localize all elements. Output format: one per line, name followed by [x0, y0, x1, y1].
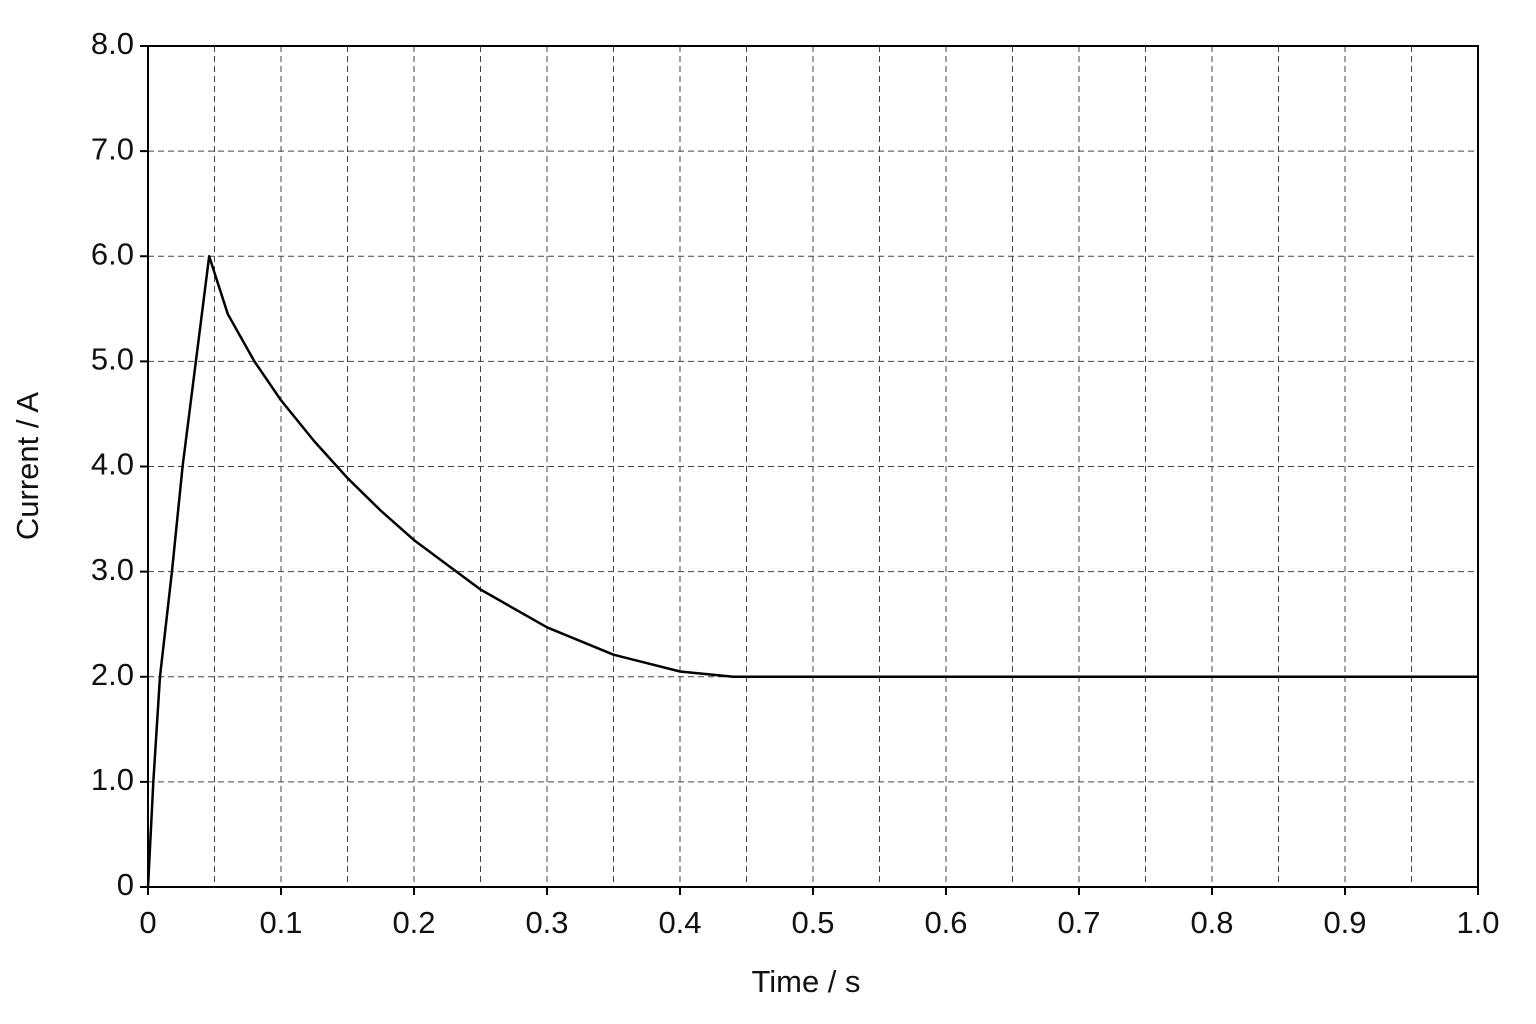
- x-tick-label: 0.3: [525, 905, 568, 940]
- plot-frame: [147, 45, 1479, 888]
- y-tick-label: 4.0: [91, 447, 134, 482]
- x-tick-label: 0.5: [791, 905, 834, 940]
- y-tick-label: 0: [117, 867, 134, 902]
- y-tick-label: 1.0: [91, 762, 134, 797]
- y-tick-label: 6.0: [91, 236, 134, 271]
- x-tick-label: 0: [139, 905, 156, 940]
- x-tick-label: 0.2: [392, 905, 435, 940]
- y-axis-title: Current / A: [10, 392, 45, 540]
- y-tick-label: 2.0: [91, 657, 134, 692]
- x-tick-label: 0.6: [924, 905, 967, 940]
- y-tick-label: 7.0: [91, 131, 134, 166]
- x-tick-label: 0.7: [1057, 905, 1100, 940]
- x-tick-label: 0.4: [658, 905, 701, 940]
- y-tick-label: 3.0: [91, 552, 134, 587]
- x-tick-label: 0.8: [1190, 905, 1233, 940]
- x-axis-title: Time / s: [751, 964, 860, 999]
- x-tick-label: 0.9: [1323, 905, 1366, 940]
- y-tick-label: 8.0: [91, 26, 134, 61]
- y-tick-label: 5.0: [91, 342, 134, 377]
- x-tick-label: 0.1: [259, 905, 302, 940]
- x-tick-label: 1.0: [1456, 905, 1499, 940]
- data-line: [146, 255, 1478, 888]
